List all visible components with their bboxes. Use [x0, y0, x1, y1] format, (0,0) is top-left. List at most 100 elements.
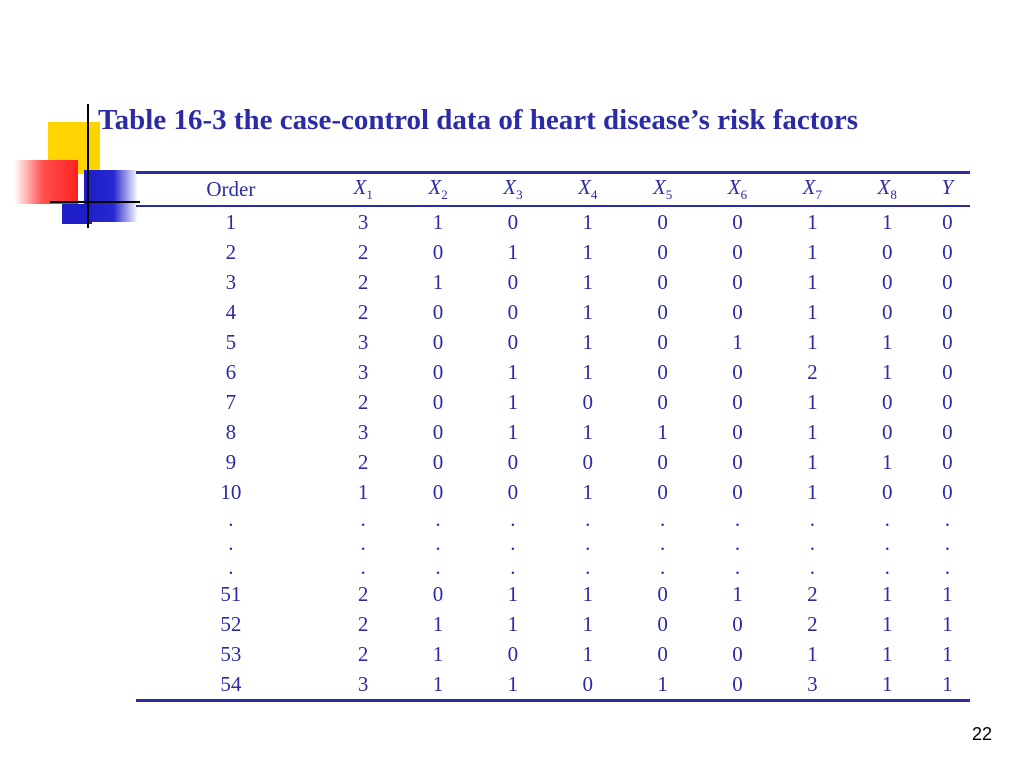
header-var-2: X2 — [401, 173, 476, 207]
table-cell: 1 — [507, 672, 519, 696]
table-cell: 2 — [357, 300, 369, 324]
table-cell: 1 — [507, 612, 519, 636]
table-cell: 1 — [881, 582, 893, 606]
table-cell: 0 — [881, 300, 893, 324]
table-cell: 3 — [357, 210, 369, 234]
table-row: 7 2 0 1 0 0 0 1 0 0 — [136, 387, 970, 417]
table-cell: . — [884, 507, 890, 531]
table-cell-order: 6 — [225, 360, 237, 384]
table-cell: 0 — [732, 612, 743, 636]
table-cell: 0 — [881, 270, 893, 294]
table-cell: 2 — [357, 582, 369, 606]
table-cell: 0 — [432, 390, 444, 414]
table-cell: 2 — [357, 270, 369, 294]
table-cell: 0 — [657, 210, 668, 234]
table-cell: 0 — [732, 270, 743, 294]
table-cell: 0 — [657, 642, 668, 666]
table-cell: 1 — [942, 582, 953, 606]
table-cell: 1 — [582, 360, 594, 384]
table-cell-order: 2 — [225, 240, 237, 264]
table-cell: 1 — [942, 642, 953, 666]
table-cell: 2 — [357, 240, 369, 264]
table-cell: . — [884, 555, 890, 579]
table-cell: 0 — [942, 270, 953, 294]
table-cell: . — [944, 555, 950, 579]
table-cell: . — [734, 507, 741, 531]
header-var-3: X3 — [475, 173, 550, 207]
table-cell: . — [435, 507, 441, 531]
table-cell: . — [585, 507, 591, 531]
table-cell: 0 — [942, 210, 953, 234]
table-cell: 0 — [507, 642, 519, 666]
table-row: 9 2 0 0 0 0 0 1 1 0 — [136, 447, 970, 477]
header-var-symbol: X — [428, 175, 442, 200]
table-cell: 0 — [432, 420, 444, 444]
table-cell: 1 — [657, 420, 668, 444]
table-cell: 0 — [657, 390, 668, 414]
table-row: 10 1 0 0 1 0 0 1 0 0 — [136, 477, 970, 507]
table-cell: 0 — [732, 480, 743, 504]
table-cell: 1 — [807, 240, 818, 264]
table-cell: 1 — [582, 300, 594, 324]
header-var-subscript: 5 — [665, 187, 673, 203]
table-cell: 0 — [732, 420, 743, 444]
table-cell: 1 — [807, 450, 818, 474]
table-cell: 0 — [732, 300, 743, 324]
table-cell: 0 — [432, 330, 444, 354]
table-cell: . — [360, 507, 366, 531]
red-square-decoration — [14, 160, 78, 204]
table-row: .......... — [136, 507, 970, 531]
table-row: 5 3 0 0 1 0 1 1 1 0 — [136, 327, 970, 357]
table-cell: 0 — [657, 300, 668, 324]
header-var-6: X6 — [700, 173, 775, 207]
table-cell: . — [944, 507, 950, 531]
table-cell-order: 9 — [225, 450, 237, 474]
table-cell: 0 — [942, 240, 953, 264]
table-cell: 0 — [432, 582, 444, 606]
table-cell-order: 4 — [225, 300, 237, 324]
table-cell: 1 — [357, 480, 369, 504]
table-cell-order: . — [228, 507, 234, 531]
table-cell: 3 — [357, 672, 369, 696]
table-cell: 1 — [807, 300, 818, 324]
table-cell: 0 — [657, 240, 668, 264]
corner-decoration — [0, 0, 140, 240]
blue-square-decoration-small — [62, 204, 92, 224]
table-cell: . — [360, 531, 366, 555]
table-cell: 1 — [582, 240, 594, 264]
table-cell: 0 — [657, 270, 668, 294]
table-cell: 1 — [507, 582, 519, 606]
table-cell-order: 51 — [220, 582, 242, 606]
table-cell: 0 — [507, 330, 519, 354]
table-cell: 1 — [881, 210, 893, 234]
table-cell-order: 53 — [220, 642, 242, 666]
table-cell: 3 — [357, 360, 369, 384]
table-row: 52 2 1 1 1 0 0 2 1 1 — [136, 609, 970, 639]
header-var-subscript: 8 — [890, 187, 897, 203]
table-cell: 0 — [942, 390, 953, 414]
table-cell: 2 — [807, 612, 818, 636]
table-cell: 0 — [657, 330, 668, 354]
header-var-subscript: 4 — [590, 187, 598, 203]
header-var-symbol: X — [652, 175, 666, 200]
table-cell: 0 — [942, 330, 953, 354]
table-cell: 1 — [881, 450, 893, 474]
header-var-7: X7 — [775, 173, 850, 207]
table-cell: . — [510, 555, 516, 579]
table-cell: 0 — [432, 240, 444, 264]
table-cell: 2 — [807, 360, 818, 384]
table-cell-order: 1 — [225, 210, 237, 234]
table-cell-order: 7 — [225, 390, 237, 414]
vertical-line-decoration — [87, 104, 89, 228]
table-cell: 0 — [942, 450, 953, 474]
table-cell-order: 5 — [225, 330, 237, 354]
table-cell: 3 — [357, 330, 369, 354]
table-cell: 3 — [357, 420, 369, 444]
table-cell: 2 — [807, 582, 818, 606]
table-cell-order: 54 — [220, 672, 242, 696]
table-row: 8 3 0 1 1 1 0 1 0 0 — [136, 417, 970, 447]
table-cell: . — [884, 531, 890, 555]
table-cell-order: 10 — [220, 480, 242, 504]
table-cell: 1 — [807, 480, 818, 504]
header-var-5: X5 — [625, 173, 700, 207]
